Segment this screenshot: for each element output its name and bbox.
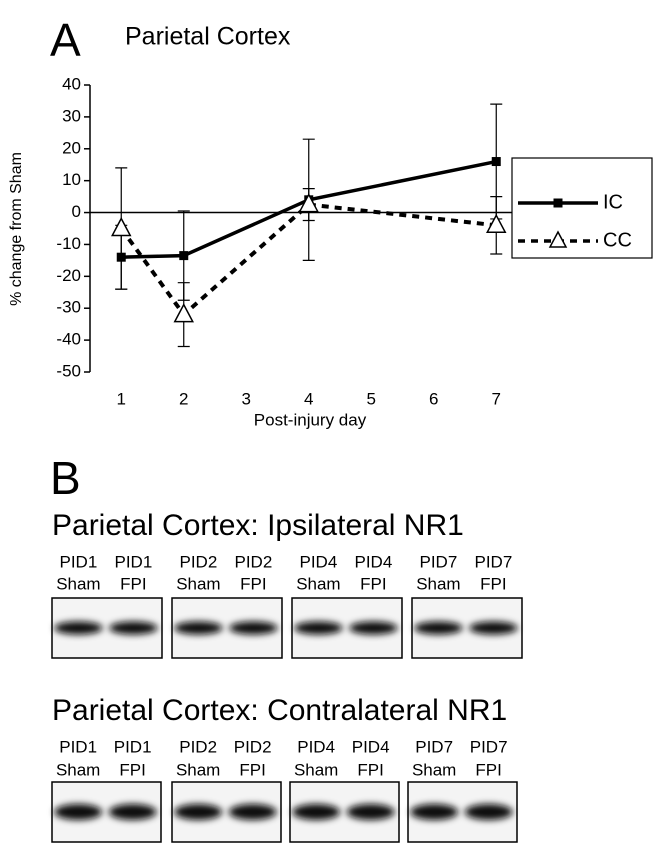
blot-band <box>228 804 277 820</box>
lane-label: FPI <box>120 574 146 593</box>
lane-label: Sham <box>294 760 338 779</box>
y-tick-label: -40 <box>56 330 81 349</box>
y-tick-label: -30 <box>56 298 81 317</box>
legend-marker <box>548 230 568 248</box>
lane-label: PID4 <box>297 737 335 756</box>
legend-marker <box>553 198 563 208</box>
x-tick-label: 4 <box>304 389 313 408</box>
lane-label: FPI <box>119 760 145 779</box>
y-tick-label: -20 <box>56 266 81 285</box>
series-line <box>121 159 497 259</box>
blot-band <box>294 621 343 635</box>
x-tick-label: 5 <box>367 389 376 408</box>
lane-label: PID7 <box>470 737 508 756</box>
blot-band <box>346 804 395 820</box>
lane-label: FPI <box>475 760 501 779</box>
y-tick-label: 0 <box>72 202 81 221</box>
blot-band <box>414 621 463 635</box>
panel-label: A <box>50 14 81 66</box>
marker <box>116 252 126 262</box>
lane-label: FPI <box>239 760 265 779</box>
lane-label: Sham <box>176 760 220 779</box>
panel-label: B <box>50 452 81 504</box>
lane-label: PID1 <box>114 737 152 756</box>
blot-title: Parietal Cortex: Ipsilateral NR1 <box>52 509 464 542</box>
lane-label: PID7 <box>415 737 453 756</box>
blot-band <box>54 621 103 635</box>
blot-band <box>174 621 223 635</box>
blot-band <box>464 804 513 820</box>
lane-label: Sham <box>412 760 456 779</box>
blot-band <box>410 804 459 820</box>
lane-label: PID1 <box>59 737 97 756</box>
legend-label: IC <box>603 191 623 213</box>
lane-label: Sham <box>296 574 340 593</box>
marker <box>111 216 132 237</box>
legend-label: CC <box>603 229 632 251</box>
lane-label: PID2 <box>234 737 272 756</box>
lane-label: PID4 <box>355 552 393 571</box>
blot-band <box>469 621 518 635</box>
legend: IC CC <box>511 157 653 259</box>
lane-label: FPI <box>357 760 383 779</box>
lane-label: PID4 <box>352 737 390 756</box>
blot-title: Parietal Cortex: Contralateral NR1 <box>52 694 507 727</box>
x-tick-label: 6 <box>429 389 438 408</box>
x-tick-label: 1 <box>117 389 126 408</box>
marker <box>298 192 319 213</box>
lane-label: Sham <box>56 760 100 779</box>
blot-band <box>108 804 157 820</box>
marker <box>179 251 189 261</box>
chart-title: Parietal Cortex <box>125 23 291 51</box>
marker <box>491 157 501 167</box>
lane-label: PID1 <box>60 552 98 571</box>
blot-band <box>349 621 398 635</box>
lane-label: PID1 <box>115 552 153 571</box>
y-tick-label: -10 <box>56 234 81 253</box>
lane-label: PID2 <box>235 552 273 571</box>
series-line <box>119 202 497 318</box>
lane-label: Sham <box>56 574 100 593</box>
y-tick-label: 30 <box>62 106 81 125</box>
marker <box>173 302 194 323</box>
blot-band <box>229 621 278 635</box>
marker <box>486 213 507 234</box>
lane-label: PID7 <box>420 552 458 571</box>
x-tick-label: 2 <box>179 389 188 408</box>
x-axis-label: Post-injury day <box>254 410 367 429</box>
lane-label: FPI <box>240 574 266 593</box>
lane-label: PID2 <box>179 737 217 756</box>
y-tick-label: 10 <box>62 170 81 189</box>
x-tick-label: 3 <box>242 389 251 408</box>
lane-label: Sham <box>416 574 460 593</box>
y-tick-label: 20 <box>62 138 81 157</box>
lane-label: PID4 <box>300 552 338 571</box>
lane-label: Sham <box>176 574 220 593</box>
lane-label: PID7 <box>475 552 513 571</box>
blot-band <box>292 804 341 820</box>
y-axis-label: % change from Sham <box>8 152 25 306</box>
lane-label: FPI <box>360 574 386 593</box>
x-tick-label: 7 <box>492 389 501 408</box>
y-tick-label: 40 <box>62 74 81 93</box>
blot-band <box>174 804 223 820</box>
y-tick-label: -50 <box>56 361 81 380</box>
lane-label: PID2 <box>180 552 218 571</box>
lane-label: FPI <box>480 574 506 593</box>
blot-band <box>109 621 158 635</box>
blot-band <box>54 804 103 820</box>
